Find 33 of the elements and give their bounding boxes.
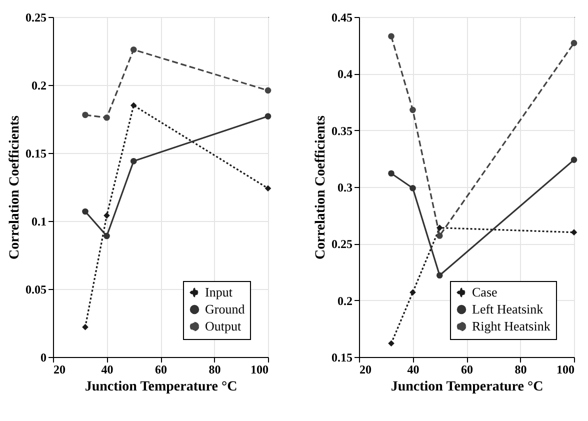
y-tick-label: 0.15 xyxy=(26,146,46,160)
x-tick-label: 20 xyxy=(54,362,66,376)
y-tick-label: 0.25 xyxy=(332,237,352,252)
legend-label: Input xyxy=(205,284,233,300)
legend-label: Ground xyxy=(205,302,246,316)
y-tick-label: 0.15 xyxy=(332,350,352,364)
x-tick-label: 80 xyxy=(208,362,221,376)
legend-label: Right Heatsink xyxy=(472,318,551,334)
y-tick-label: 0.2 xyxy=(32,78,46,92)
legend-label: Case xyxy=(472,284,498,300)
x-tick-label: 60 xyxy=(461,362,473,376)
y-tick-label: 0.05 xyxy=(26,282,46,296)
x-tick-label: 100 xyxy=(556,362,574,376)
legend-label: Output xyxy=(205,318,242,334)
x-tick-label: 60 xyxy=(155,362,167,376)
y-tick-label: 0.4 xyxy=(338,67,352,82)
x-tick-label: 100 xyxy=(250,362,268,376)
y-tick-label: 0.45 xyxy=(332,10,352,24)
y-tick-label: 0.2 xyxy=(338,294,352,308)
y-axis-title: Correlation Coefficients xyxy=(314,114,328,260)
y-tick-label: 0.1 xyxy=(32,214,46,228)
x-axis-title: Junction Temperature °C xyxy=(390,380,544,394)
y-tick-label: 0.25 xyxy=(26,10,46,24)
y-tick-label: 0 xyxy=(40,350,46,364)
x-tick-label: 40 xyxy=(407,362,420,376)
y-axis-title: Correlation Coefficients xyxy=(8,114,22,260)
x-tick-label: 40 xyxy=(101,362,114,376)
x-tick-label: 80 xyxy=(514,362,527,376)
legend-label: Left Heatsink xyxy=(472,302,544,316)
x-tick-label: 20 xyxy=(360,362,372,376)
y-tick-label: 0.35 xyxy=(332,124,352,138)
x-axis-title: Junction Temperature °C xyxy=(84,380,238,394)
y-tick-label: 0.3 xyxy=(338,180,352,194)
